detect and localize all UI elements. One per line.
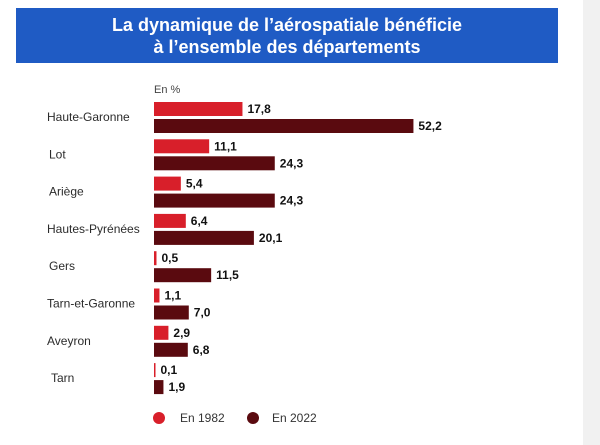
bar-value-label: 24,3 xyxy=(280,156,304,170)
bar-2022 xyxy=(154,193,275,208)
bar-value-label: 2,9 xyxy=(173,326,190,340)
bar-1982 xyxy=(154,325,169,340)
unit-label: En % xyxy=(154,84,181,96)
category-label: Gers xyxy=(49,259,75,273)
bar-1982 xyxy=(154,251,157,266)
bars-group: Haute-Garonne 17,8 52,2 Lot 11,1 24,3 Ariège 5,… xyxy=(47,102,442,395)
bar-value-label: 6,8 xyxy=(193,343,210,357)
bar-value-label: 52,2 xyxy=(418,119,442,133)
bar-1982 xyxy=(154,176,181,191)
bar-value-label: 20,1 xyxy=(259,231,283,245)
bar-1982 xyxy=(154,213,186,228)
bar-value-label: 0,1 xyxy=(161,363,178,377)
category-label: Lot xyxy=(49,147,66,161)
bar-value-label: 11,1 xyxy=(214,139,237,153)
chart-title-banner: La dynamique de l’aérospatiale bénéficie… xyxy=(16,8,558,63)
bar-value-label: 6,4 xyxy=(191,214,208,228)
category-label: Tarn-et-Garonne xyxy=(47,297,135,311)
chart-title-line-1: La dynamique de l’aérospatiale bénéficie xyxy=(111,14,463,35)
bar-2022 xyxy=(154,119,414,133)
bar-2022 xyxy=(154,230,254,245)
bar-value-label: 1,1 xyxy=(164,289,181,303)
bar-1982 xyxy=(154,139,210,154)
bar-value-label: 1,9 xyxy=(168,380,185,394)
category-label: Hautes-Pyrénées xyxy=(47,222,140,236)
bar-2022 xyxy=(154,268,212,283)
category-label: Ariège xyxy=(49,185,84,199)
bar-value-label: 0,5 xyxy=(161,251,178,265)
legend-label-2022: En 2022 xyxy=(272,411,317,425)
bar-value-label: 5,4 xyxy=(186,177,203,191)
bar-value-label: 17,8 xyxy=(247,102,271,116)
bar-1982 xyxy=(154,288,160,303)
bar-2022 xyxy=(154,380,164,395)
bar-1982 xyxy=(154,363,156,378)
category-label: Tarn xyxy=(51,371,74,385)
bar-2022 xyxy=(154,342,188,357)
chart-title-line-2: à l’ensemble des départements xyxy=(153,36,421,57)
bar-2022 xyxy=(154,305,189,320)
side-scroll-strip xyxy=(583,0,600,445)
bar-value-label: 7,0 xyxy=(194,306,211,320)
bar-1982 xyxy=(154,102,243,116)
legend-label-1982: En 1982 xyxy=(180,411,225,425)
bar-chart: En % Haute-Garonne 17,8 52,2 Lot 11,1 24,3 Ari… xyxy=(47,84,442,425)
bar-2022 xyxy=(154,156,275,171)
bar-value-label: 11,5 xyxy=(216,268,239,282)
legend-swatch-2022 xyxy=(247,412,259,424)
legend: En 1982 En 2022 xyxy=(153,411,317,425)
category-label: Haute-Garonne xyxy=(47,110,130,124)
legend-swatch-1982 xyxy=(153,412,165,424)
bar-value-label: 24,3 xyxy=(280,194,304,208)
category-label: Aveyron xyxy=(47,334,91,348)
